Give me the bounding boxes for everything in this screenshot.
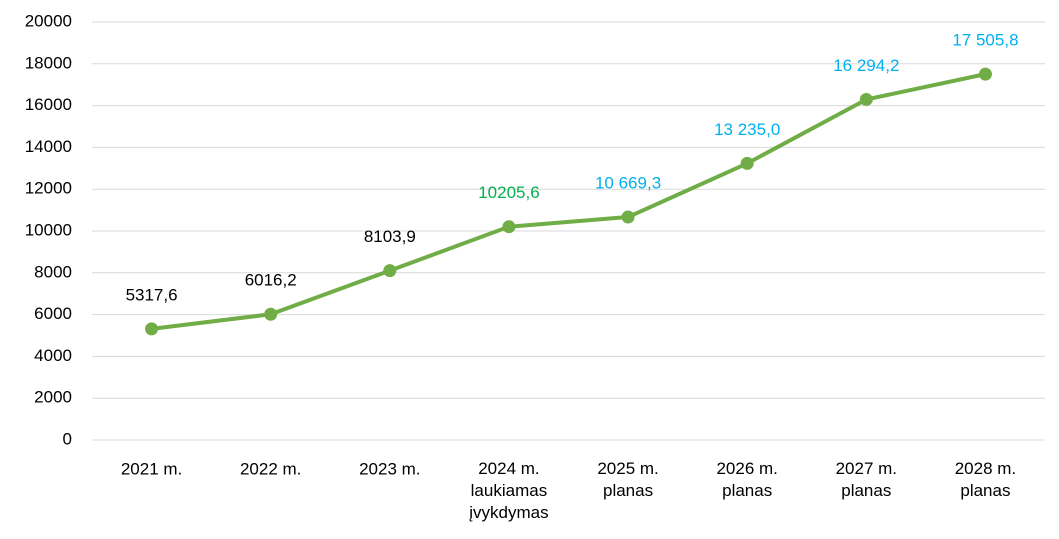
y-tick-label: 2000 [34, 388, 72, 407]
data-label: 8103,9 [364, 227, 416, 246]
y-tick-label: 18000 [25, 53, 72, 72]
y-tick-label: 20000 [25, 11, 72, 30]
data-label: 10205,6 [478, 183, 539, 202]
x-tick-label: 2025 m. planas [597, 459, 658, 500]
point [740, 156, 754, 170]
x-tick-label: 2024 m. laukiamas įvykdymas [469, 459, 548, 522]
point [264, 307, 278, 321]
point [383, 264, 397, 278]
point [502, 220, 516, 234]
point [145, 322, 159, 336]
x-tick-label: 2022 m. [240, 459, 301, 478]
data-label: 13 235,0 [714, 120, 780, 139]
x-tick-label: 2021 m. [121, 459, 182, 478]
data-label: 16 294,2 [833, 56, 899, 75]
y-tick-label: 16000 [25, 95, 72, 114]
data-label: 10 669,3 [595, 173, 661, 192]
y-tick-label: 6000 [34, 304, 72, 323]
x-tick-label: 2027 m. planas [836, 459, 897, 500]
point [978, 67, 992, 81]
y-tick-label: 8000 [34, 262, 72, 281]
x-tick-label: 2023 m. [359, 459, 420, 478]
y-tick-label: 4000 [34, 346, 72, 365]
data-label: 6016,2 [245, 271, 297, 290]
x-tick-label: 2026 m. planas [716, 459, 777, 500]
y-tick-label: 12000 [25, 179, 72, 198]
line [151, 72, 986, 331]
point [621, 210, 635, 224]
y-tick-label: 14000 [25, 137, 72, 156]
y-tick-label: 0 [63, 429, 72, 448]
data-label: 17 505,8 [952, 31, 1018, 50]
x-tick-label: 2028 m. planas [955, 459, 1016, 500]
data-label: 5317,6 [126, 285, 178, 304]
y-tick-label: 10000 [25, 220, 72, 239]
point [859, 92, 873, 106]
